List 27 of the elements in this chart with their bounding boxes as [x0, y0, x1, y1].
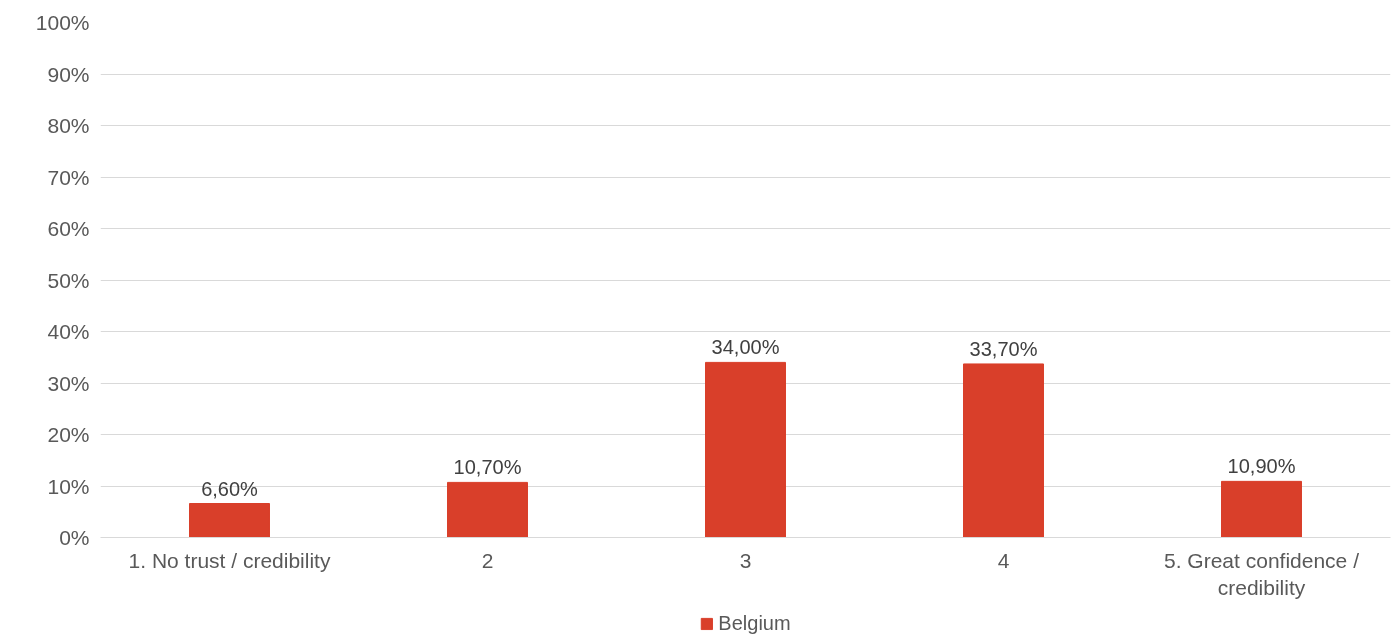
y-tick-label: 80%: [47, 114, 90, 137]
y-tick-label: 40%: [47, 320, 90, 343]
y-tick-label: 100%: [35, 11, 90, 34]
y-tick-label: 30%: [47, 371, 90, 395]
y-tick-label: 90%: [47, 62, 90, 86]
bar: [189, 503, 270, 538]
x-tick-label: 2: [481, 548, 494, 572]
x-tick-label: 1. No trust / credibility: [128, 548, 331, 572]
bar: [963, 363, 1044, 538]
bar: [447, 481, 528, 538]
y-tick-label: 60%: [47, 217, 90, 240]
y-tick-label: 0%: [59, 526, 90, 549]
data-label: 10,70%: [453, 456, 522, 479]
data-label: 10,90%: [1227, 455, 1296, 478]
data-label: 6,60%: [201, 477, 259, 500]
x-tick-label: 4: [997, 548, 1010, 572]
x-tick-label: 3: [739, 548, 752, 572]
y-tick-label: 20%: [47, 423, 90, 446]
bar: [705, 361, 786, 538]
data-label: 33,70%: [969, 337, 1038, 360]
y-tick-label: 50%: [47, 268, 90, 292]
bar: [1221, 480, 1302, 538]
x-tick-label: 5. Great confidence / credibility: [1164, 548, 1360, 600]
data-label: 34,00%: [711, 336, 780, 359]
y-tick-label: 70%: [47, 165, 90, 189]
y-tick-label: 10%: [47, 474, 90, 498]
legend-label: Belgium: [718, 611, 791, 635]
